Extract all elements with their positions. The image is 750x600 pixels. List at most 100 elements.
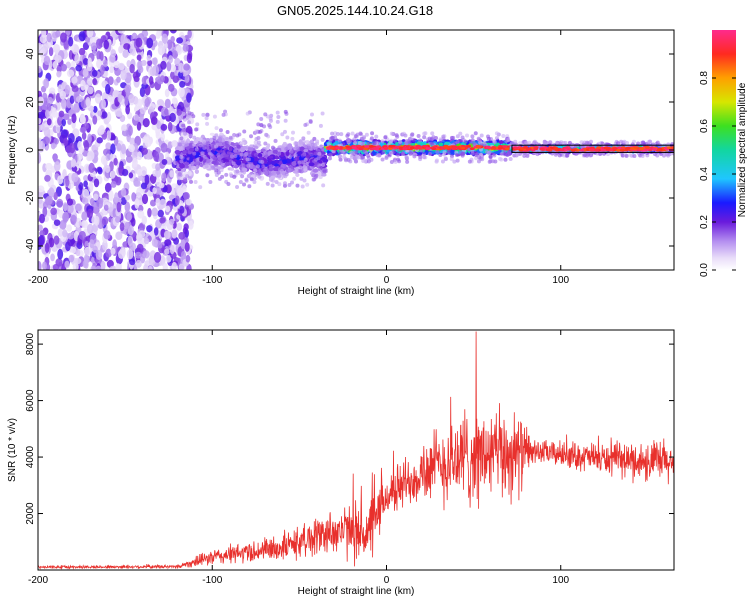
heatmap-cell [224, 172, 229, 177]
heatmap-cell [153, 227, 159, 236]
heatmap-cell [380, 139, 385, 144]
heatmap-cell [232, 174, 237, 179]
heatmap-cell [188, 143, 193, 148]
heatmap-cell [258, 159, 263, 164]
heatmap-cell [179, 205, 185, 214]
heatmap-cell [51, 107, 58, 118]
heatmap-cell [136, 151, 143, 161]
heatmap-cell [120, 69, 127, 81]
heatmap-cell [263, 150, 268, 155]
heatmap-cell [261, 164, 266, 169]
heatmap-cell [103, 59, 108, 68]
heatmap-cell [305, 182, 310, 187]
heatmap-cell [285, 151, 290, 157]
heatmap-cell [129, 63, 135, 74]
heatmap-cell [97, 167, 103, 175]
heatmap-cell [138, 230, 146, 238]
heatmap-cell [381, 150, 386, 155]
heatmap-cell [169, 244, 175, 255]
heatmap-cell [128, 94, 136, 104]
heatmap-cell [310, 142, 315, 147]
heatmap-cell [93, 178, 100, 188]
heatmap-cell [84, 36, 91, 43]
heatmap-cell [164, 88, 170, 98]
heatmap-cell [159, 217, 166, 224]
heatmap-cell [403, 133, 408, 138]
heatmap-cell [313, 151, 318, 156]
heatmap-cell [113, 60, 120, 69]
heatmap-cell [346, 157, 351, 162]
heatmap-cell [70, 214, 77, 225]
heatmap-cell [438, 153, 443, 158]
heatmap-cell [62, 229, 68, 238]
heatmap-cell [272, 149, 278, 154]
heatmap-cell [254, 172, 259, 177]
heatmap-cell [488, 155, 493, 160]
heatmap-cell [186, 92, 192, 103]
heatmap-cell [144, 97, 151, 108]
heatmap-cell [167, 121, 173, 132]
heatmap-cell [303, 122, 308, 127]
heatmap-cell [57, 248, 64, 260]
heatmap-cell [153, 251, 162, 263]
heatmap-cell [38, 234, 45, 246]
heatmap-cell [120, 197, 127, 206]
heatmap-cell [38, 152, 41, 164]
heatmap-cell [285, 135, 290, 140]
heatmap-cell [80, 220, 86, 228]
heatmap-cell [124, 194, 131, 201]
heatmap-cell [361, 136, 366, 141]
heatmap-cell [105, 248, 112, 258]
heatmap-cell [169, 218, 175, 225]
heatmap-cell [282, 181, 287, 186]
heatmap-cell [350, 131, 355, 136]
heatmap-cell [501, 133, 506, 138]
heatmap-cell [364, 132, 369, 137]
heatmap-cell [72, 262, 79, 270]
heatmap-cell [283, 165, 288, 170]
heatmap-cell [188, 220, 194, 230]
heatmap-cell [117, 93, 123, 103]
heatmap-cell [65, 61, 71, 69]
heatmap-cell [242, 182, 247, 187]
heatmap-cell [475, 152, 480, 157]
heatmap-cell [482, 140, 487, 145]
heatmap-cell [81, 197, 89, 205]
heatmap-cell [92, 78, 98, 86]
heatmap-cell [297, 151, 302, 155]
heatmap-cell [123, 43, 131, 50]
heatmap-cell [164, 248, 170, 255]
heatmap-cell [133, 180, 141, 187]
heatmap-cell [375, 145, 381, 149]
heatmap-cell [353, 140, 358, 145]
heatmap-cell [120, 143, 126, 155]
heatmap-cell [214, 126, 219, 131]
heatmap-cell [53, 219, 61, 226]
heatmap-cell [283, 109, 288, 114]
heatmap-cell [114, 192, 119, 204]
heatmap-cell [178, 110, 183, 115]
heatmap-cell [254, 136, 259, 141]
heatmap-cell [335, 146, 341, 150]
heatmap-cell [179, 80, 186, 88]
heatmap-cell [117, 249, 126, 260]
heatmap-cell [48, 87, 56, 95]
heatmap-cell [231, 161, 236, 166]
heatmap-cell [309, 152, 314, 157]
heatmap-cell [157, 209, 164, 218]
heatmap-cell [67, 236, 75, 247]
heatmap-cell [263, 112, 268, 117]
heatmap-cell [244, 177, 249, 182]
heatmap-cell [218, 128, 223, 133]
heatmap-cell [83, 180, 88, 188]
heatmap-cell [59, 32, 67, 43]
heatmap-cell [55, 123, 61, 134]
heatmap-cell [91, 69, 98, 77]
heatmap-cell [438, 137, 443, 142]
heatmap-cell [185, 198, 192, 206]
heatmap-cell [90, 42, 97, 51]
heatmap-cell [133, 75, 140, 83]
heatmap-cell [57, 175, 64, 185]
heatmap-cell [79, 115, 87, 125]
heatmap-cell [178, 71, 184, 79]
